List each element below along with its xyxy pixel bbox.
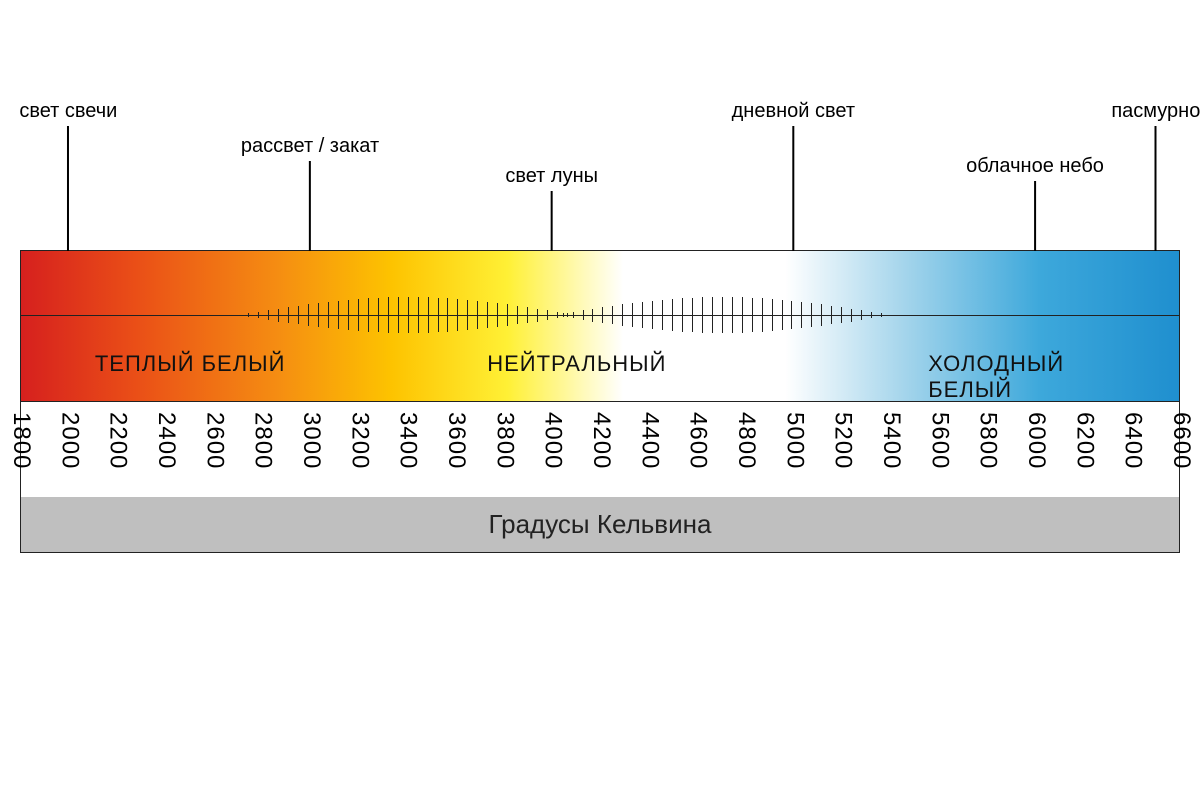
callout-label: свет свечи (19, 100, 117, 123)
color-band: ТЕПЛЫЙ БЕЛЫЙ НЕЙТРАЛЬНЫЙ ХОЛОДНЫЙ БЕЛЫЙ (21, 251, 1179, 401)
category-label: ТЕПЛЫЙ БЕЛЫЙ (95, 351, 286, 377)
callout: дневной свет (732, 100, 855, 123)
tick-marks (21, 315, 1179, 316)
scale-value: 2400 (152, 412, 180, 469)
scale-value: 5400 (877, 412, 905, 469)
footer-label: Градусы Кельвина (21, 497, 1179, 552)
kelvin-scale: 1800200022002400260028003000320034003600… (21, 401, 1179, 497)
scale-value: 3400 (394, 412, 422, 469)
scale-value: 5800 (974, 412, 1002, 469)
scale-value: 3200 (345, 412, 373, 469)
scale-value: 1800 (7, 412, 35, 469)
scale-value: 6000 (1022, 412, 1050, 469)
scale-value: 6200 (1070, 412, 1098, 469)
diagram-frame: ТЕПЛЫЙ БЕЛЫЙНЕЙТРАЛЬНЫЙХОЛОДНЫЙ БЕЛЫЙ 18… (20, 250, 1180, 553)
kelvin-diagram: свет свечи рассвет / закат свет луны дневно… (20, 100, 1180, 553)
category-label: НЕЙТРАЛЬНЫЙ (487, 351, 666, 377)
callout: облачное небо (966, 155, 1104, 178)
callout: свет луны (505, 165, 598, 188)
scale-value: 4600 (684, 412, 712, 469)
scale-value: 4800 (732, 412, 760, 469)
scale-value: 6600 (1167, 412, 1195, 469)
callout: пасмурно (1111, 100, 1200, 123)
callout-label: свет луны (505, 165, 598, 188)
scale-value: 2600 (200, 412, 228, 469)
scale-value: 5000 (780, 412, 808, 469)
callout: рассвет / закат (241, 135, 379, 158)
scale-value: 6400 (1119, 412, 1147, 469)
scale-value: 3000 (297, 412, 325, 469)
callout-label: дневной свет (732, 100, 855, 123)
scale-value: 4400 (635, 412, 663, 469)
scale-value: 4200 (587, 412, 615, 469)
scale-value: 5600 (925, 412, 953, 469)
scale-value: 5200 (829, 412, 857, 469)
category-label: ХОЛОДНЫЙ БЕЛЫЙ (928, 351, 1095, 403)
scale-value: 4000 (539, 412, 567, 469)
scale-value: 2000 (55, 412, 83, 469)
callout-label: облачное небо (966, 155, 1104, 178)
scale-value: 3800 (490, 412, 518, 469)
callouts-area: свет свечи рассвет / закат свет луны дневно… (20, 100, 1180, 250)
callout: свет свечи (19, 100, 117, 123)
scale-value: 3600 (442, 412, 470, 469)
callout-label: пасмурно (1111, 100, 1200, 123)
scale-value: 2800 (249, 412, 277, 469)
callout-label: рассвет / закат (241, 135, 379, 158)
scale-value: 2200 (104, 412, 132, 469)
